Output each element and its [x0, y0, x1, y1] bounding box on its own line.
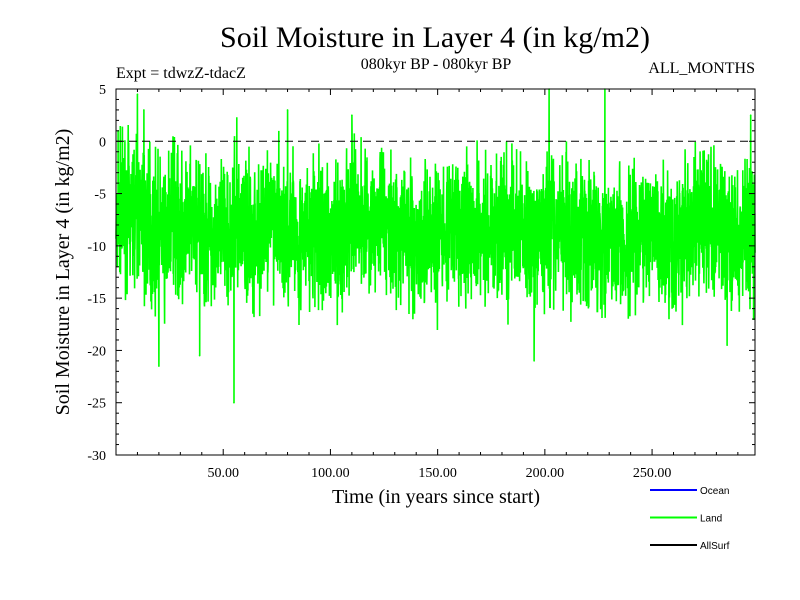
data-point — [136, 93, 139, 96]
x-tick-label: 100.00 — [311, 466, 350, 481]
y-tick-label: 5 — [99, 83, 106, 98]
x-tick-label: 50.00 — [207, 466, 239, 481]
y-tick-label: -30 — [87, 449, 106, 464]
data-point — [233, 401, 235, 404]
chart-title: Soil Moisture in Layer 4 (in kg/m2) — [220, 21, 650, 54]
y-axis: 5 0 -5 -10 -15 -20 -25 -30 — [87, 83, 755, 464]
data-point — [158, 365, 160, 367]
x-tick-label: 200.00 — [526, 466, 565, 481]
plot-area-frame — [115, 88, 756, 456]
legend: Ocean Land AllSurf — [650, 486, 730, 552]
series-line-land — [115, 88, 756, 403]
legend-label: Ocean — [700, 486, 729, 497]
x-axis: 50.00 100.00 150.00 200.00 250.00 — [136, 89, 739, 481]
data-point — [726, 344, 728, 347]
y-tick-label: -20 — [87, 344, 106, 359]
x-axis-label: Time (in years since start) — [332, 486, 540, 508]
legend-label: AllSurf — [700, 541, 730, 552]
y-tick-label: -25 — [87, 397, 106, 412]
y-axis-label: Soil Moisture in Layer 4 (in kg/m2) — [52, 129, 74, 416]
y-tick-label: -5 — [94, 188, 106, 203]
data-point — [198, 354, 201, 357]
y-tick-label: 0 — [99, 135, 106, 150]
months-label: ALL_MONTHS — [648, 60, 755, 77]
x-tick-label: 250.00 — [633, 466, 672, 481]
period-label: 080kyr BP - 080kyr BP — [361, 56, 512, 73]
data-point — [533, 360, 535, 362]
data-point — [749, 114, 752, 116]
x-tick-label: 150.00 — [418, 466, 457, 481]
data-point — [351, 114, 353, 116]
legend-label: Land — [700, 514, 722, 525]
y-tick-label: -10 — [87, 240, 106, 255]
experiment-label: Expt = tdwzZ-tdacZ — [116, 65, 246, 82]
data-series-land — [115, 88, 756, 404]
data-point — [143, 109, 145, 111]
y-tick-label: -15 — [87, 292, 106, 307]
data-point — [286, 109, 289, 111]
